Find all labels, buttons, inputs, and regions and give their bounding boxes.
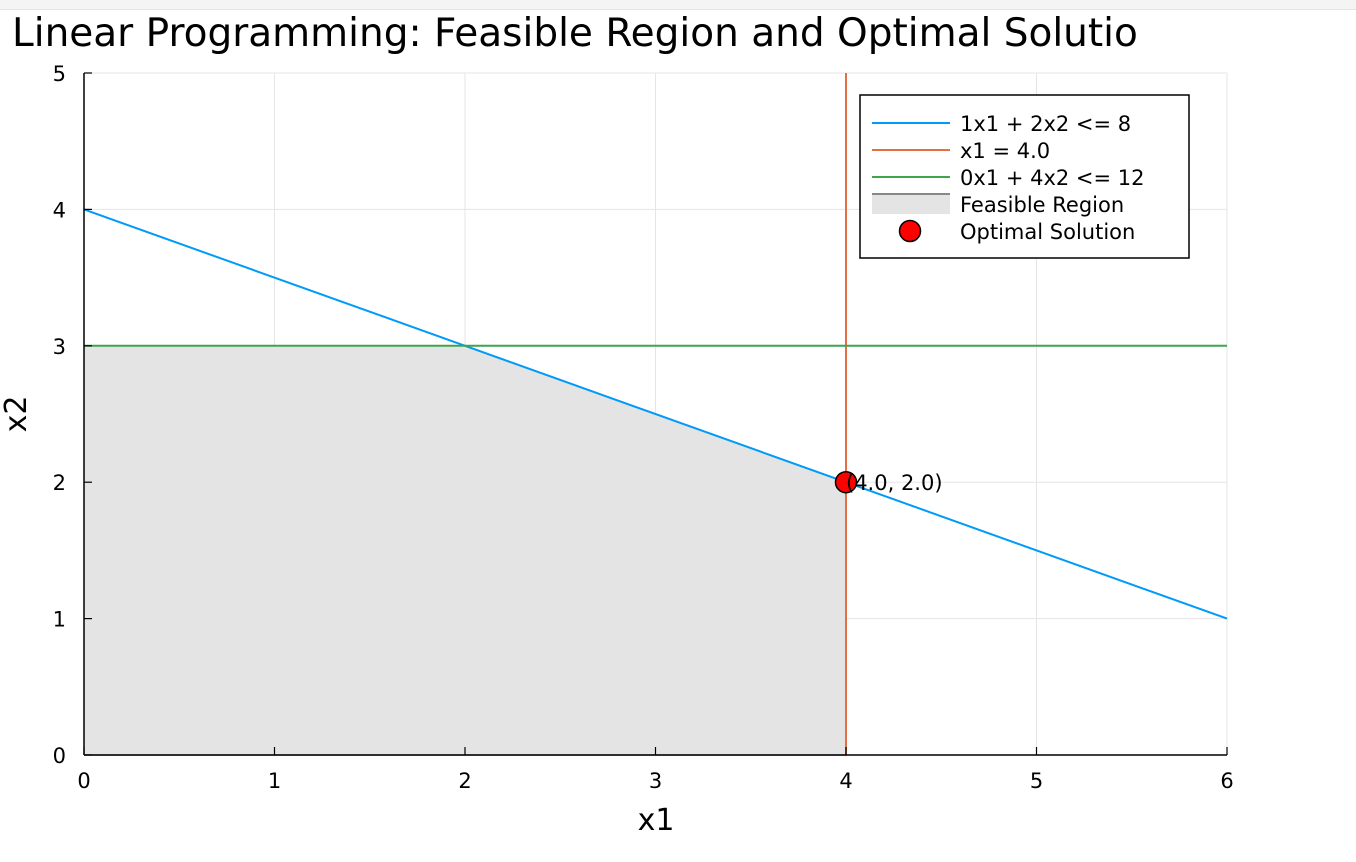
feasible-region-fill [84, 345, 846, 755]
optimal-point-layer: (4.0, 2.0) [834, 470, 943, 495]
legend: 1x1 + 2x2 <= 8 x1 = 4.0 0x1 + 4x2 <= 12 Fea… [859, 94, 1190, 259]
optimal-point-label: (4.0, 2.0) [846, 471, 943, 495]
y-tick-label: 0 [53, 744, 66, 768]
legend-swatch-point [898, 219, 922, 243]
legend-swatch-region [872, 194, 950, 214]
legend-label: Feasible Region [960, 193, 1124, 217]
legend-label: x1 = 4.0 [960, 139, 1050, 163]
x-axis-label: x1 [638, 803, 675, 838]
legend-label: 1x1 + 2x2 <= 8 [960, 112, 1131, 136]
x-tick-label: 4 [839, 769, 852, 793]
chart-title: Linear Programming: Feasible Region and … [12, 11, 1138, 56]
x-tick-label: 3 [649, 769, 662, 793]
y-tick-label: 2 [53, 471, 66, 495]
constraint-lines [83, 73, 1228, 755]
axes: 0 1 2 3 4 5 6 0 1 2 3 4 5 [53, 62, 1234, 793]
x-tick-label: 0 [77, 769, 90, 793]
window-top-strip [0, 0, 1356, 10]
y-axis-label: x2 [0, 396, 34, 433]
y-tick-label: 1 [53, 608, 66, 632]
feasible-region-layer [84, 345, 847, 756]
series-line-1 [83, 208, 1228, 620]
legend-label: 0x1 + 4x2 <= 12 [960, 166, 1145, 190]
legend-label: Optimal Solution [960, 220, 1135, 244]
x-tick-label: 6 [1220, 769, 1233, 793]
optimal-point-marker [834, 470, 858, 494]
x-tick-label: 2 [458, 769, 471, 793]
y-tick-label: 3 [53, 335, 66, 359]
y-tick-label: 5 [53, 62, 66, 86]
x-tick-label: 1 [268, 769, 281, 793]
x-tick-label: 5 [1030, 769, 1043, 793]
y-tick-label: 4 [53, 198, 66, 222]
